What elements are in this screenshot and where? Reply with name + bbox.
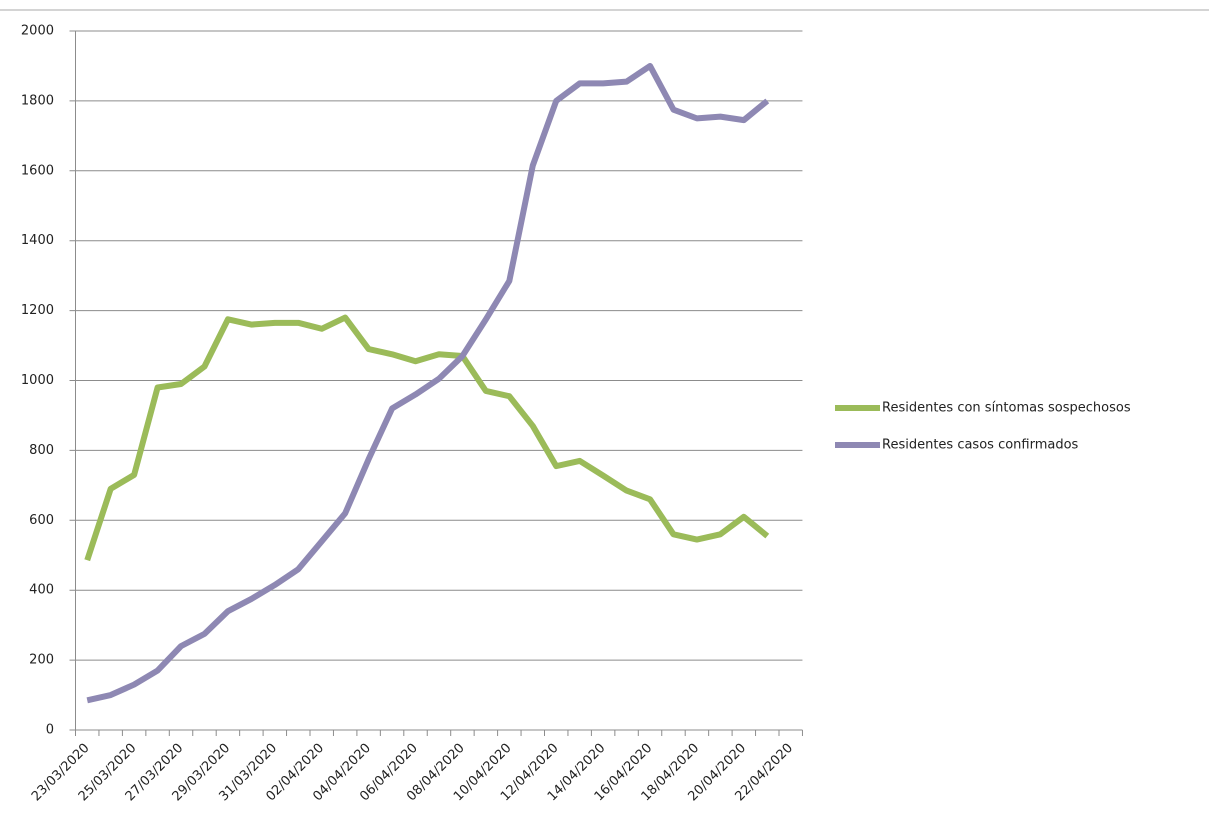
- y-tick-label: 1000: [21, 373, 54, 388]
- series-line: [84, 314, 770, 562]
- y-tick-label: 1400: [21, 233, 54, 248]
- y-tick-label: 600: [29, 513, 54, 528]
- y-tick-label: 1800: [21, 93, 54, 108]
- y-tick-label: 2000: [21, 24, 54, 39]
- legend-label: Residentes con síntomas sospechosos: [882, 401, 1131, 416]
- y-tick-label: 400: [29, 583, 54, 598]
- legend-label: Residentes casos confirmados: [882, 438, 1079, 453]
- y-tick-label: 200: [29, 653, 54, 668]
- y-tick-label: 800: [29, 443, 54, 458]
- y-tick-label: 1200: [21, 303, 54, 318]
- y-tick-label: 1600: [21, 163, 54, 178]
- y-tick-label: 0: [46, 723, 54, 738]
- series-line: [86, 62, 770, 704]
